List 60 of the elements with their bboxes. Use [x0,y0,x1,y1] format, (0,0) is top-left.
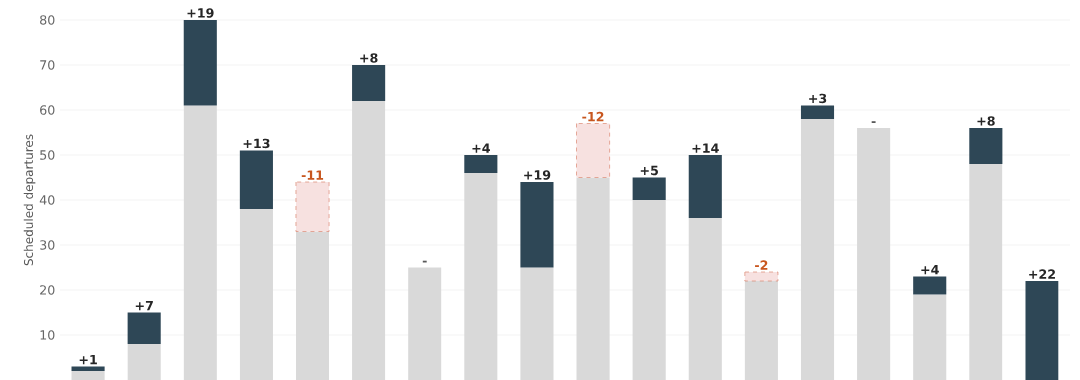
data-label: +3 [809,93,827,104]
bar [295,181,330,232]
bar [183,20,217,106]
bar [239,150,273,209]
y-tick-label: 60 [40,105,55,115]
data-label: +19 [187,8,214,18]
y-axis-title: Scheduled departures [23,134,36,266]
bar [913,294,947,380]
bar [408,267,442,380]
bar [688,218,722,380]
data-label: +7 [135,300,153,311]
bar [239,209,273,380]
y-tick-label: 30 [40,240,55,250]
bar [576,177,610,380]
bar [520,267,554,380]
data-label: +14 [692,143,719,153]
bar [857,128,891,380]
y-tick-label: 40 [39,195,55,205]
y-tick-label: 20 [40,285,55,295]
bar [1025,281,1059,380]
data-label: +8 [360,53,378,63]
data-label: - [871,121,876,123]
bar [127,312,161,344]
data-label: -12 [582,111,604,122]
data-label: +1 [79,354,97,365]
bar [464,173,498,380]
bar [520,182,554,268]
bar [969,164,1003,380]
data-label: +5 [640,165,658,176]
bar [688,155,722,218]
bar [464,155,498,173]
data-label: +8 [977,116,995,126]
data-label: +4 [921,264,939,275]
bar [913,276,947,295]
data-label: +4 [472,143,490,153]
bar [183,105,217,380]
bar [744,281,778,380]
bar [800,119,835,380]
bar [632,200,666,380]
bar [744,271,779,282]
y-tick-label: 70 [40,60,55,70]
y-tick-label: 10 [40,330,55,340]
bar [71,366,105,371]
bar [71,371,105,380]
data-label: +13 [243,138,270,149]
bar [127,344,161,380]
data-label: -2 [755,260,768,270]
bar [352,101,386,380]
y-tick-label: 80 [40,15,55,25]
bar [295,231,330,380]
bar [632,177,666,200]
data-label: - [422,260,427,263]
data-label: -11 [301,170,324,180]
data-label: +19 [524,170,551,180]
bar [969,128,1003,165]
bar [800,105,835,120]
y-tick-label: 50 [40,150,55,160]
bar [576,123,610,178]
bar [352,65,386,102]
data-label: +22 [1029,269,1055,279]
